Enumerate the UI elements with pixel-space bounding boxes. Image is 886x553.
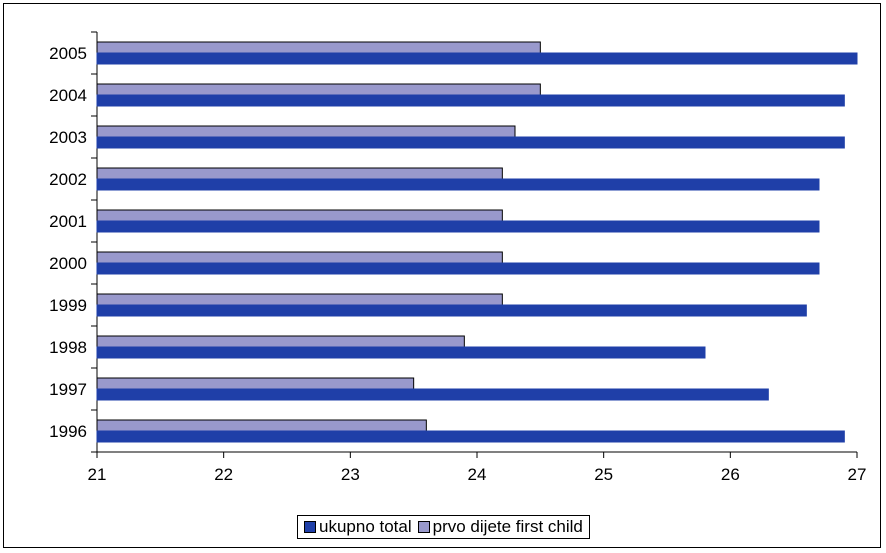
y-tick-label: 2003 [49,128,87,147]
bar-total [96,304,807,317]
legend-item-total: ukupno total [304,517,412,537]
bar-total [96,262,820,275]
y-tick-label: 2002 [49,170,87,189]
y-tick-label: 2000 [49,254,87,273]
y-tick-label: 1997 [49,380,87,399]
bar-total [96,388,769,401]
plot-area: 2005 2004 2003 2002 2001 2000 1999 1998 1997 1996… [49,31,867,484]
x-tick-label: 23 [341,465,360,484]
bar-total [96,178,820,191]
legend-swatch-total-icon [304,521,316,533]
x-tick-label: 21 [88,465,107,484]
legend-swatch-first-child-icon [417,521,430,533]
legend-label-total: ukupno total [319,517,412,536]
bar-total [96,136,845,149]
bar-first-child [96,293,503,306]
bar-first-child [96,125,516,138]
x-tick-label: 24 [468,465,487,484]
bar-total [96,220,820,233]
bar-first-child [96,41,541,54]
bar-first-child [96,335,465,348]
x-tick-label: 22 [214,465,233,484]
x-tick-label: 26 [721,465,740,484]
y-tick-label: 2005 [49,44,87,63]
bar-first-child [96,83,541,96]
y-tick-label: 2004 [49,86,87,105]
bar-first-child [96,419,427,432]
bar-total [96,52,858,65]
bar-total [96,430,845,443]
bar-first-child [96,377,415,390]
y-tick-label: 1999 [49,296,87,315]
y-tick-label: 1996 [49,422,87,441]
legend-label-first-child: prvo dijete first child [432,517,583,536]
bar-total [96,94,845,107]
bar-first-child [96,209,503,222]
legend: ukupno total prvo dijete first child [297,515,590,539]
bar-first-child [96,167,503,180]
bar-first-child [96,251,503,264]
y-tick-label: 2001 [49,212,87,231]
x-tick-label: 27 [848,465,867,484]
bar-total [96,346,706,359]
y-tick-label: 1998 [49,338,87,357]
legend-item-first-child: prvo dijete first child [417,517,583,537]
x-tick-label: 25 [594,465,613,484]
